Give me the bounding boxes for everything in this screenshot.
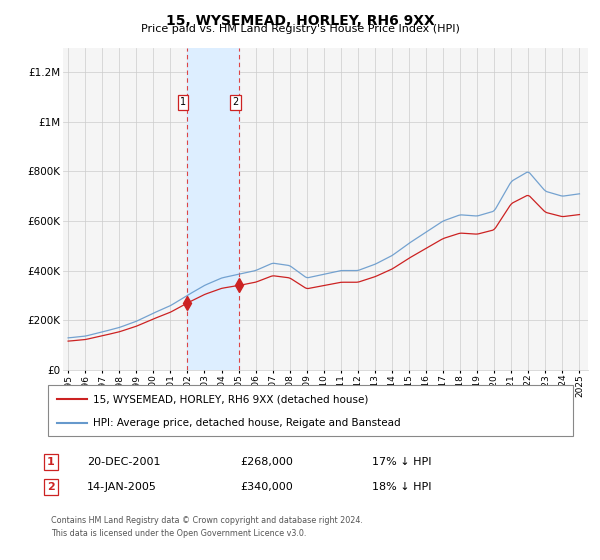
Text: 18% ↓ HPI: 18% ↓ HPI	[372, 482, 431, 492]
Text: 2: 2	[232, 97, 238, 107]
Text: 1: 1	[47, 457, 55, 467]
Text: This data is licensed under the Open Government Licence v3.0.: This data is licensed under the Open Gov…	[51, 529, 307, 538]
Text: 17% ↓ HPI: 17% ↓ HPI	[372, 457, 431, 467]
Bar	[187, 48, 239, 370]
Text: 14-JAN-2005: 14-JAN-2005	[87, 482, 157, 492]
Text: £268,000: £268,000	[240, 457, 293, 467]
Text: 1: 1	[180, 97, 186, 107]
Text: 15, WYSEMEAD, HORLEY, RH6 9XX: 15, WYSEMEAD, HORLEY, RH6 9XX	[166, 14, 434, 28]
Text: HPI: Average price, detached house, Reigate and Banstead: HPI: Average price, detached house, Reig…	[93, 418, 401, 428]
Text: 15, WYSEMEAD, HORLEY, RH6 9XX (detached house): 15, WYSEMEAD, HORLEY, RH6 9XX (detached …	[93, 394, 368, 404]
Text: 2: 2	[47, 482, 55, 492]
Text: Contains HM Land Registry data © Crown copyright and database right 2024.: Contains HM Land Registry data © Crown c…	[51, 516, 363, 525]
Text: £340,000: £340,000	[240, 482, 293, 492]
Text: Price paid vs. HM Land Registry's House Price Index (HPI): Price paid vs. HM Land Registry's House …	[140, 24, 460, 34]
Text: 20-DEC-2001: 20-DEC-2001	[87, 457, 161, 467]
